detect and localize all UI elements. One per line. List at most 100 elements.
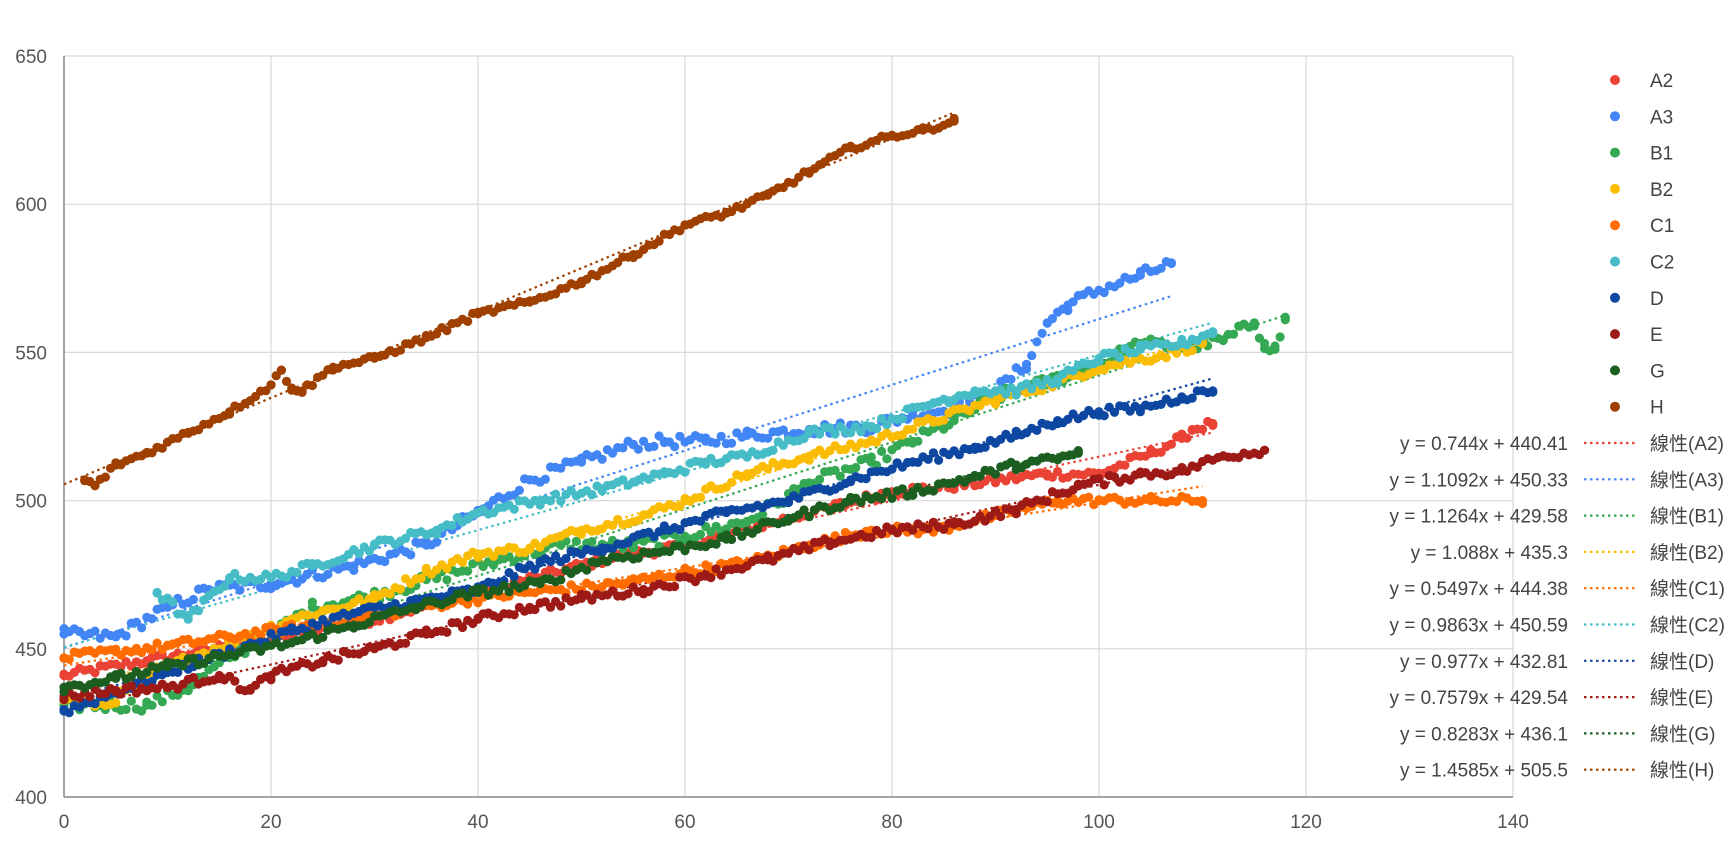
point-D [1011, 430, 1021, 440]
data-points [59, 113, 1290, 718]
point-E [887, 525, 897, 535]
point-A3 [763, 433, 773, 443]
point-H [328, 362, 338, 372]
point-B2 [804, 451, 814, 461]
point-A3 [742, 430, 752, 440]
point-B1 [695, 529, 706, 539]
grid-lines [63, 55, 1514, 798]
point-C2 [1208, 327, 1218, 337]
point-D [954, 450, 964, 460]
point-C2 [856, 427, 866, 437]
point-H [525, 297, 535, 307]
legend-label-B1: B1 [1650, 144, 1673, 165]
point-E [1042, 497, 1052, 507]
point-E [525, 602, 535, 612]
point-D [887, 464, 897, 474]
y-tick-label: 500 [15, 492, 47, 513]
point-B1 [137, 706, 147, 716]
point-D [1094, 407, 1104, 417]
point-A3 [111, 632, 121, 642]
point-C1 [256, 630, 266, 640]
point-B1 [877, 446, 887, 456]
point-G [597, 555, 607, 565]
legend-label-D: D [1650, 289, 1664, 310]
point-G [783, 513, 794, 524]
point-D [173, 667, 183, 678]
point-A3 [639, 436, 649, 446]
point-C2 [364, 546, 374, 556]
point-C2 [432, 525, 442, 535]
point-C2 [194, 606, 204, 616]
legend-trend-label-A2: 線性(A2) [1650, 433, 1724, 455]
point-G [188, 653, 198, 664]
point-E [576, 593, 587, 604]
trendline-H [63, 111, 955, 486]
legend-marker-A2 [1610, 75, 1620, 85]
x-tick-label: 100 [1083, 812, 1115, 833]
point-C2 [701, 457, 711, 467]
point-D [783, 496, 794, 506]
point-D [1187, 393, 1197, 403]
point-B1 [742, 516, 752, 526]
point-B2 [939, 415, 949, 425]
point-B1 [680, 531, 690, 541]
point-A3 [556, 463, 566, 473]
point-A3 [659, 436, 669, 446]
point-C1 [618, 579, 628, 589]
point-E [763, 555, 773, 565]
point-G [111, 673, 121, 684]
trend-equation-G: y = 0.8283x + 436.1 [1400, 724, 1568, 745]
point-B2 [525, 543, 535, 553]
point-G [162, 662, 173, 672]
point-H [442, 326, 452, 336]
point-E [126, 681, 136, 691]
point-C2 [597, 484, 607, 494]
point-A3 [59, 629, 69, 639]
point-H [183, 427, 193, 437]
point-B1 [142, 700, 152, 710]
legend-marker-A3 [1610, 111, 1620, 122]
point-H [90, 481, 100, 491]
legend-label-H: H [1650, 398, 1664, 419]
point-G [877, 494, 887, 504]
point-E [111, 685, 121, 695]
point-A3 [778, 425, 788, 435]
point-D [530, 564, 540, 574]
point-G [582, 565, 592, 575]
point-E [509, 610, 519, 620]
point-E [266, 670, 276, 681]
point-G [680, 546, 690, 556]
point-G [504, 587, 514, 597]
legend-trend-label-B2: 線性(B2) [1650, 542, 1724, 564]
legend-label-E: E [1650, 325, 1663, 346]
point-A3 [711, 438, 721, 448]
point-B1 [830, 465, 840, 475]
point-C1 [1084, 492, 1094, 502]
x-tick-label: 80 [881, 812, 902, 833]
point-A2 [59, 670, 69, 681]
point-C2 [281, 572, 292, 583]
point-A3 [432, 537, 442, 547]
point-H [846, 143, 856, 153]
y-tick-label: 650 [15, 47, 47, 68]
point-E [214, 670, 224, 681]
point-B1 [835, 471, 845, 481]
point-D [970, 442, 980, 452]
point-A2 [1053, 466, 1063, 477]
point-G [499, 580, 509, 591]
point-A2 [90, 668, 100, 678]
point-H [432, 329, 442, 339]
point-A2 [1166, 439, 1176, 449]
point-H [887, 131, 897, 141]
point-A3 [716, 431, 726, 441]
legend-marker-C1 [1610, 220, 1620, 231]
point-A3 [618, 443, 628, 453]
point-C2 [447, 520, 457, 531]
point-B1 [1249, 318, 1259, 328]
legend-trend-label-D: 線性(D) [1650, 651, 1714, 673]
point-G [411, 602, 421, 612]
point-D [597, 543, 607, 553]
point-A3 [1063, 300, 1073, 310]
point-E [1260, 445, 1270, 455]
point-C2 [1135, 344, 1145, 354]
